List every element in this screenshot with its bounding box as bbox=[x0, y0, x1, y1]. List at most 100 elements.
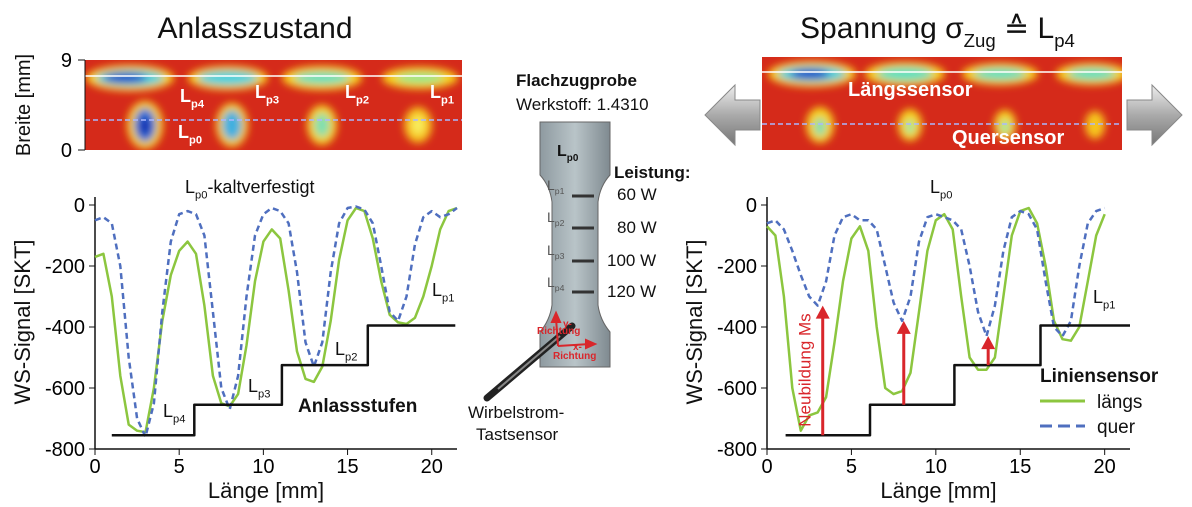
annotation-part: p1 bbox=[1103, 299, 1115, 311]
annotation-part: p2 bbox=[345, 351, 357, 363]
y-tick-label: -800 bbox=[717, 439, 757, 461]
y-axis-label: WS-Signal [SKT] bbox=[10, 239, 35, 404]
x-tick-label: 20 bbox=[1094, 456, 1116, 478]
annotation-part: p1 bbox=[442, 292, 454, 304]
heatmap-tick-label: 0 bbox=[61, 140, 72, 162]
zone-label-part: L bbox=[547, 209, 555, 225]
x-tick-label: 5 bbox=[174, 456, 185, 478]
annotation-part: L bbox=[335, 339, 345, 359]
direction-label: Richtung bbox=[537, 326, 580, 337]
annotation: Anlassstufen bbox=[298, 396, 417, 417]
title: Anlasszustand bbox=[157, 12, 352, 45]
annotation: Lp0 bbox=[930, 177, 952, 201]
annotation: Lp1 bbox=[432, 280, 454, 304]
heatmap-label-part: p3 bbox=[266, 94, 279, 106]
x-tick-label: 0 bbox=[89, 456, 100, 478]
sensor-label: Wirbelstrom- bbox=[468, 403, 564, 422]
power-label: 120 W bbox=[607, 282, 656, 301]
arrow-head bbox=[897, 321, 911, 334]
specimen-material: Werkstoff: 1.4310 bbox=[516, 95, 649, 114]
page: {"chart_data":[ {"type":"line","xlim":[0… bbox=[0, 0, 1192, 507]
y-tick-label: -200 bbox=[45, 256, 85, 278]
specimen-title: Flachzugprobe bbox=[516, 71, 637, 90]
power-title: Leistung: bbox=[614, 163, 691, 182]
title-part: p4 bbox=[1054, 30, 1075, 51]
heatmap-label-part: p4 bbox=[191, 98, 205, 110]
series-line bbox=[767, 208, 1105, 431]
annotation: Lp4 bbox=[163, 401, 185, 425]
y-tick-label: 0 bbox=[74, 195, 85, 217]
heatmap-label-part: p1 bbox=[441, 94, 454, 106]
zone-label-part: L bbox=[547, 242, 555, 258]
y-tick-label: -200 bbox=[717, 256, 757, 278]
annotation-part: p4 bbox=[173, 413, 185, 425]
heatmap-label-part: p2 bbox=[356, 94, 369, 106]
x-axis-label: Länge [mm] bbox=[880, 478, 996, 503]
figure: Anlasszustand Spannung σZug ≙ Lp4 Breite [… bbox=[0, 0, 1192, 507]
zone-label-part: p3 bbox=[555, 251, 565, 261]
heatmap-label-part: L bbox=[178, 122, 189, 142]
zone-label-part: p4 bbox=[555, 283, 565, 293]
power-label: 80 W bbox=[617, 218, 657, 237]
heatmap-label-part: L bbox=[180, 86, 191, 106]
y-tick-label: -600 bbox=[717, 378, 757, 400]
sensor-label: Tastsensor bbox=[476, 425, 559, 444]
direction-label: Richtung bbox=[553, 351, 596, 362]
annotation: Lp3 bbox=[248, 376, 270, 400]
power-label: 60 W bbox=[617, 185, 657, 204]
x-axis-label: Länge [mm] bbox=[208, 478, 324, 503]
stress-arrow bbox=[1127, 85, 1182, 145]
annotation-part: L bbox=[163, 401, 173, 421]
annotation-part: p3 bbox=[258, 388, 270, 400]
heatmap-right bbox=[762, 57, 1128, 150]
annotation: Lp2 bbox=[335, 339, 357, 363]
legend-label: quer bbox=[1097, 417, 1136, 438]
heatmap-label-part: L bbox=[255, 82, 266, 102]
heatmap-ylabel: Breite [mm] bbox=[13, 54, 35, 156]
annotation: Lp0-kaltverfestigt bbox=[185, 177, 314, 201]
zone-label-part: L bbox=[547, 274, 555, 290]
heatmap-label-part: L bbox=[345, 82, 356, 102]
legend-label: längs bbox=[1097, 392, 1142, 413]
heatmap-label: Quersensor bbox=[952, 127, 1064, 149]
x-tick-label: 10 bbox=[252, 456, 274, 478]
x-tick-label: 15 bbox=[1009, 456, 1031, 478]
zone-label-part: L bbox=[547, 177, 555, 193]
y-tick-label: -800 bbox=[45, 439, 85, 461]
annotation-part: L bbox=[432, 280, 442, 300]
x-tick-label: 5 bbox=[846, 456, 857, 478]
y-tick-label: -400 bbox=[717, 317, 757, 339]
x-tick-label: 0 bbox=[761, 456, 772, 478]
legend-title: Liniensensor bbox=[1040, 366, 1159, 387]
annotation-part: p0 bbox=[940, 189, 952, 201]
annotation-part: -kaltverfestigt bbox=[207, 177, 314, 197]
arrow-head bbox=[816, 306, 830, 319]
title: Spannung σZug ≙ Lp4 bbox=[800, 12, 1075, 51]
power-label: 100 W bbox=[607, 251, 656, 270]
x-tick-label: 20 bbox=[421, 456, 443, 478]
y-tick-label: -600 bbox=[45, 378, 85, 400]
arrow-head bbox=[981, 336, 995, 349]
heatmap-label: Längssensor bbox=[848, 79, 973, 101]
annotation: Lp1 bbox=[1093, 287, 1115, 311]
title-part: ≙ L bbox=[996, 12, 1055, 45]
arrow-label: Neubildung Ms bbox=[796, 313, 815, 426]
y-tick-label: 0 bbox=[746, 195, 757, 217]
x-tick-label: 15 bbox=[336, 456, 358, 478]
heatmap-tick-label: 9 bbox=[61, 50, 72, 72]
annotation-part: L bbox=[930, 177, 940, 197]
annotation-part: L bbox=[248, 376, 258, 396]
heatmap-label-part: L bbox=[430, 82, 441, 102]
heatmap-label-part: p0 bbox=[189, 134, 202, 146]
y-tick-label: -400 bbox=[45, 317, 85, 339]
zone-label-part: L bbox=[557, 143, 567, 160]
zone-label-part: p1 bbox=[555, 186, 565, 196]
annotation-part: L bbox=[1093, 287, 1103, 307]
y-axis-label: WS-Signal [SKT] bbox=[682, 239, 707, 404]
annotation-part: L bbox=[185, 177, 195, 197]
stress-arrow bbox=[705, 85, 760, 145]
x-tick-label: 10 bbox=[925, 456, 947, 478]
zone-label-part: p2 bbox=[555, 218, 565, 228]
zone-label-part: p0 bbox=[567, 153, 579, 164]
title-part: Zug bbox=[964, 30, 996, 51]
